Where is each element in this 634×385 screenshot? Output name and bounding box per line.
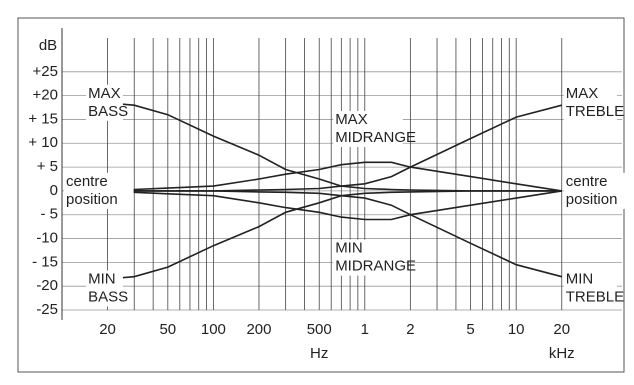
annotation-bg: [333, 239, 403, 276]
y-tick-label: - 15: [32, 253, 58, 270]
x-tick-label: 2: [406, 321, 414, 338]
curve: [107, 190, 563, 278]
x-unit-label: Hz: [310, 345, 328, 362]
y-tick-label: + 15: [28, 110, 58, 127]
annotation: centre: [66, 173, 108, 190]
x-tick-label: 50: [159, 321, 176, 338]
x-tick-label: 500: [307, 321, 332, 338]
annotation: position: [566, 191, 618, 208]
x-tick-label: 5: [466, 321, 474, 338]
y-axis-label: dB: [39, 37, 57, 54]
annotation: MIN: [88, 271, 116, 288]
annotation: MIN: [566, 271, 594, 288]
x-tick-label: 10: [508, 321, 525, 338]
curve: [107, 190, 562, 221]
annotation: position: [66, 191, 118, 208]
x-tick-label: 20: [99, 321, 116, 338]
y-tick-label: -20: [36, 277, 58, 294]
x-tick-label: 200: [246, 321, 271, 338]
curve: [107, 161, 562, 192]
annotation-bg: [86, 84, 123, 121]
annotation: MAX: [88, 85, 121, 102]
x-tick-label: 100: [201, 321, 226, 338]
annotation: BASS: [88, 103, 128, 120]
annotation: BASS: [88, 289, 128, 306]
y-tick-label: + 10: [28, 134, 58, 151]
y-tick-label: +25: [33, 63, 58, 80]
y-tick-label: -10: [36, 230, 58, 247]
annotation: MAX: [566, 85, 599, 102]
annotation-bg: [563, 84, 617, 121]
annotation: MAX: [335, 111, 368, 128]
y-tick-label: -25: [36, 301, 58, 318]
x-unit-label: kHz: [549, 345, 575, 362]
annotation-bg: [86, 270, 123, 307]
annotation: MIDRANGE: [335, 129, 416, 146]
annotation-bg: [563, 172, 634, 209]
annotation: centre: [566, 173, 608, 190]
annotation-bg: [563, 270, 617, 307]
y-tick-label: +20: [33, 87, 58, 104]
y-tick-label: 0: [50, 182, 58, 199]
annotation: TREBLE: [566, 289, 624, 306]
annotation: MIDRANGE: [335, 258, 416, 275]
y-tick-label: - 5: [40, 206, 58, 223]
x-tick-label: 20: [553, 321, 570, 338]
annotation-bg: [333, 110, 403, 147]
curve: [107, 190, 562, 280]
x-tick-label: 1: [361, 321, 369, 338]
annotation: TREBLE: [566, 103, 624, 120]
annotation: MIN: [335, 240, 363, 257]
annotation-bg: [64, 172, 134, 209]
y-tick-label: + 5: [37, 158, 58, 175]
